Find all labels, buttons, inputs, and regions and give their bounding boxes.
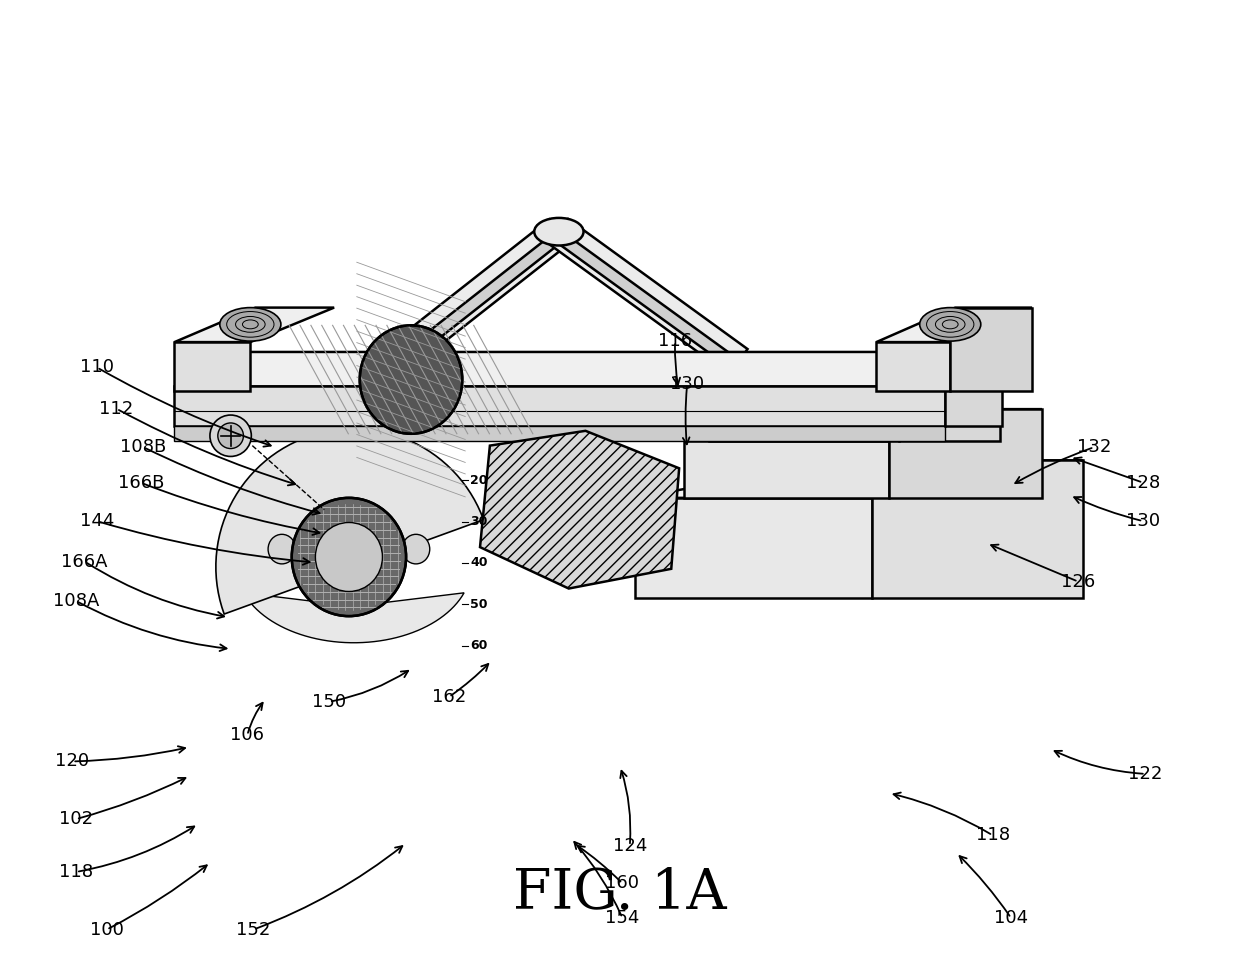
Polygon shape <box>175 352 1002 386</box>
Text: 150: 150 <box>312 693 346 711</box>
Ellipse shape <box>360 326 463 434</box>
Text: 122: 122 <box>1128 765 1163 783</box>
Polygon shape <box>352 232 563 401</box>
Polygon shape <box>873 460 1084 599</box>
Ellipse shape <box>219 307 281 341</box>
Text: 166B: 166B <box>118 474 164 491</box>
Polygon shape <box>175 426 945 441</box>
Text: 124: 124 <box>613 837 647 855</box>
Polygon shape <box>480 431 680 589</box>
Text: 154: 154 <box>605 909 640 927</box>
Text: 166A: 166A <box>61 553 108 570</box>
Ellipse shape <box>291 498 405 616</box>
Ellipse shape <box>315 523 382 592</box>
Polygon shape <box>175 342 250 391</box>
Text: 130: 130 <box>670 374 704 393</box>
Polygon shape <box>175 386 945 426</box>
Polygon shape <box>684 410 1042 441</box>
Polygon shape <box>556 232 742 371</box>
Text: 102: 102 <box>60 810 93 828</box>
Polygon shape <box>635 498 873 599</box>
Polygon shape <box>877 307 1032 342</box>
Ellipse shape <box>210 415 252 456</box>
Text: 60: 60 <box>470 640 487 652</box>
Text: 126: 126 <box>1061 572 1095 591</box>
Ellipse shape <box>218 423 243 448</box>
Text: 128: 128 <box>1126 474 1161 491</box>
Text: 152: 152 <box>236 920 270 939</box>
Text: 108B: 108B <box>120 438 166 456</box>
Text: 30: 30 <box>470 515 487 528</box>
Polygon shape <box>709 396 899 441</box>
Text: 112: 112 <box>99 400 134 417</box>
Text: 40: 40 <box>470 557 487 569</box>
Polygon shape <box>635 460 1084 498</box>
Text: 120: 120 <box>56 753 89 770</box>
Polygon shape <box>899 370 999 441</box>
Text: 20: 20 <box>470 474 487 487</box>
Text: 110: 110 <box>79 359 114 376</box>
Text: 144: 144 <box>79 512 114 530</box>
Text: 106: 106 <box>231 726 264 745</box>
Text: 118: 118 <box>976 827 1009 844</box>
Text: 160: 160 <box>605 875 640 892</box>
Polygon shape <box>549 219 748 374</box>
Text: 130: 130 <box>1126 512 1161 530</box>
Polygon shape <box>243 593 464 643</box>
Text: 116: 116 <box>658 332 692 350</box>
Polygon shape <box>175 307 334 342</box>
Text: FIG. 1A: FIG. 1A <box>513 867 727 921</box>
Polygon shape <box>216 429 484 614</box>
Polygon shape <box>684 441 889 498</box>
Polygon shape <box>945 352 1002 426</box>
Ellipse shape <box>402 534 430 564</box>
Polygon shape <box>889 410 1042 498</box>
Text: 132: 132 <box>1078 438 1111 456</box>
Ellipse shape <box>268 534 295 564</box>
Ellipse shape <box>920 307 981 341</box>
Text: 108A: 108A <box>53 592 99 610</box>
Polygon shape <box>346 219 569 404</box>
Text: 50: 50 <box>470 598 487 610</box>
Text: 118: 118 <box>60 863 93 881</box>
Text: 162: 162 <box>432 688 466 706</box>
Polygon shape <box>877 342 950 391</box>
Ellipse shape <box>534 217 584 246</box>
Polygon shape <box>950 307 1032 391</box>
Text: 100: 100 <box>89 920 124 939</box>
Text: 104: 104 <box>994 909 1028 927</box>
Polygon shape <box>709 370 999 396</box>
